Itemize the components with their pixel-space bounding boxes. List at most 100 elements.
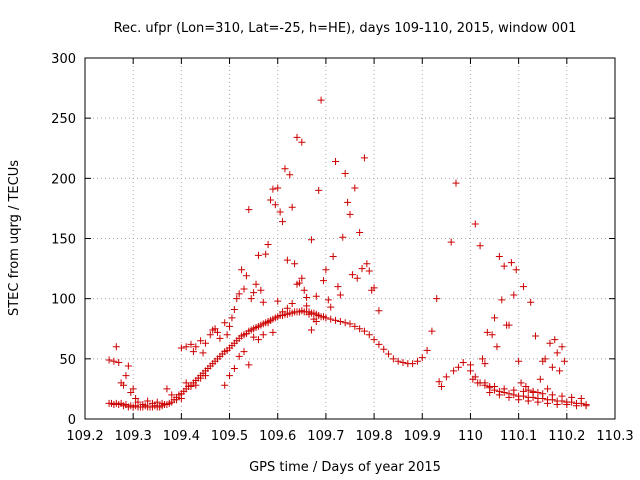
data-point [500,262,508,270]
data-point [274,184,282,192]
data-point [226,322,234,330]
data-point [476,242,484,250]
data-point [201,372,209,380]
data-point [115,358,123,366]
data-point [495,391,503,399]
data-point [312,292,320,300]
data-point [216,334,224,342]
data-point [307,236,315,244]
data-point [356,228,364,236]
data-point [558,392,566,400]
data-point [332,316,340,324]
data-point [320,277,327,285]
data-point [560,357,568,365]
data-point [226,372,234,380]
data-point [356,325,364,333]
data-point [572,402,580,410]
data-point [242,272,250,280]
data-point [148,399,156,407]
data-point [303,293,311,301]
data-point [230,305,238,313]
data-point [124,362,132,370]
data-point [283,304,291,312]
data-point [454,363,462,371]
data-point [223,331,231,339]
data-point [553,401,561,409]
data-point [375,340,383,348]
data-point [428,327,436,335]
x-tick-label: 109.2 [66,429,103,444]
data-point [471,373,479,381]
data-point [211,325,219,333]
data-point [435,378,443,386]
data-point [112,343,120,351]
data-point [199,349,207,357]
data-point [291,260,299,268]
data-point [269,185,277,193]
data-point [254,336,262,344]
data-point [442,373,450,381]
data-point [577,395,585,403]
data-point [505,321,513,329]
data-point [283,256,291,264]
data-point [450,367,458,375]
data-point [529,389,537,397]
data-point [539,390,547,398]
x-tick-label: 109.7 [307,429,344,444]
x-tick-label: 110.1 [500,429,537,444]
data-point [370,284,378,292]
data-point [182,379,190,387]
data-point [498,296,506,304]
data-point [519,387,527,395]
data-point [182,343,190,351]
data-point [438,383,446,391]
data-point [254,251,262,259]
data-point [532,332,539,340]
data-point [348,271,356,279]
data-point [370,336,378,344]
data-point [548,363,556,371]
data-point [495,253,503,261]
data-point [201,339,209,347]
data-point [582,402,590,410]
axis-ticks: 109.2 109.3 109.4 109.5 109.6 109.7 109.8 109.9… [51,52,633,444]
data-point [510,291,518,299]
data-point [274,297,282,305]
data-point [298,138,306,146]
data-point [568,393,576,401]
data-point [385,350,393,358]
data-point [363,260,371,268]
data-point [334,283,342,291]
data-point [105,356,113,364]
data-point [192,381,200,389]
data-point [336,318,344,326]
data-point [488,331,496,339]
data-point [548,391,556,399]
data-point [189,348,197,356]
data-point [346,210,354,218]
data-point [341,319,349,327]
data-point [286,171,294,179]
data-point [127,389,135,397]
data-point [307,326,315,334]
data-point [144,397,152,405]
data-point [110,357,118,365]
data-point [544,399,552,407]
data-point [351,322,359,330]
data-points [105,96,590,411]
data-point [245,206,253,214]
data-point [423,346,431,354]
y-tick-label: 200 [51,172,76,187]
data-point [129,385,137,393]
data-point [240,285,248,293]
data-point [551,336,559,344]
data-point [358,265,366,273]
x-tick-label: 110.3 [596,429,633,444]
data-point [279,218,287,226]
data-point [324,296,332,304]
data-point [344,198,352,206]
data-point [452,179,460,187]
data-point [433,295,441,303]
data-point [158,399,166,407]
